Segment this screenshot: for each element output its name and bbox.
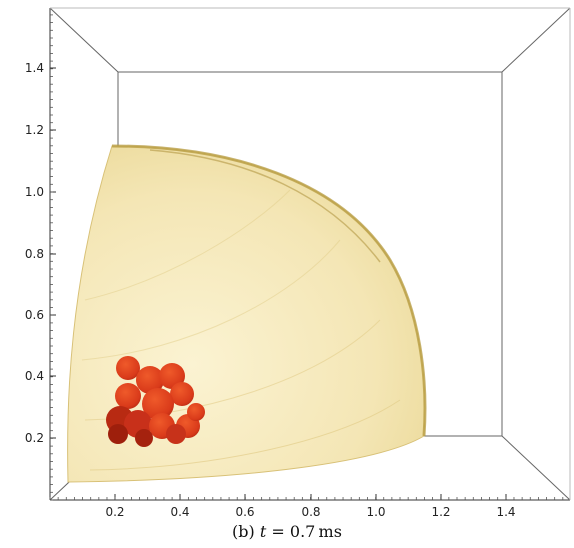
y-tick-label: 0.2 xyxy=(25,431,44,445)
caption-value: 0.7 xyxy=(289,522,316,541)
caption-unit: ms xyxy=(318,522,342,541)
y-tick-label: 1.2 xyxy=(25,123,44,137)
caption-tag: (b) xyxy=(232,522,255,541)
figure-caption: (b) t = 0.7 ms xyxy=(0,522,574,541)
y-axis xyxy=(50,67,56,439)
minor-ticks xyxy=(49,14,564,501)
y-tick-label: 0.8 xyxy=(25,247,44,261)
x-tick-label: 1.2 xyxy=(431,505,450,519)
y-tick-label: 1.4 xyxy=(25,61,44,75)
x-tick-label: 1.4 xyxy=(496,505,515,519)
x-tick-label: 0.4 xyxy=(170,505,189,519)
caption-variable: t xyxy=(259,522,267,541)
y-tick-label: 1.0 xyxy=(25,185,44,199)
x-tick-label: 0.6 xyxy=(235,505,254,519)
x-tick-label: 0.8 xyxy=(301,505,320,519)
y-tick-label: 0.6 xyxy=(25,308,44,322)
core-region xyxy=(106,356,205,447)
caption-equals: = xyxy=(266,522,290,541)
x-tick-label: 0.2 xyxy=(105,505,124,519)
x-tick-label: 1.0 xyxy=(366,505,385,519)
y-tick-label: 0.4 xyxy=(25,369,44,383)
